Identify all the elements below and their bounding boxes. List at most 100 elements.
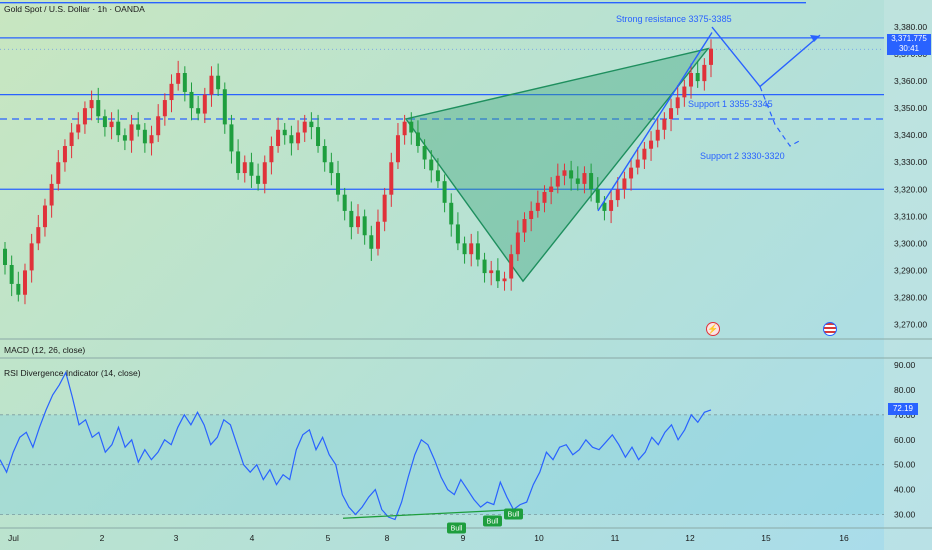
- candle-body: [495, 270, 500, 282]
- price-tick-label: 3,360.00: [894, 76, 927, 86]
- candle-body: [176, 73, 181, 84]
- time-tick-label: 8: [385, 533, 390, 543]
- rsi-tick-label: 80.00: [894, 385, 916, 395]
- candle-body: [375, 221, 380, 249]
- candle-body: [329, 162, 334, 174]
- candle-body: [442, 181, 447, 203]
- candle-body: [16, 283, 21, 295]
- countdown-timer: 30:41: [898, 44, 920, 53]
- price-tick-label: 3,340.00: [894, 130, 927, 140]
- candle-body: [515, 232, 520, 255]
- time-tick-label: Jul: [8, 533, 19, 543]
- candle-body: [655, 129, 660, 141]
- candle-body: [22, 270, 27, 295]
- candle-body: [109, 121, 114, 128]
- candle-body: [382, 194, 387, 222]
- candle-body: [582, 173, 587, 184]
- candle-body: [129, 124, 134, 141]
- bull-badge-label: Bull: [451, 526, 463, 533]
- candle-body: [702, 64, 707, 82]
- rsi-tick-label: 40.00: [894, 485, 916, 495]
- rsi-tick-label: 50.00: [894, 460, 916, 470]
- candle-body: [336, 173, 341, 195]
- candle-body: [675, 97, 680, 109]
- candle-body: [196, 108, 201, 114]
- price-tick-label: 3,300.00: [894, 238, 927, 248]
- bull-badge: [483, 515, 502, 527]
- time-tick-label: 2: [100, 533, 105, 543]
- candle-body: [522, 219, 527, 233]
- time-tick-label: 10: [534, 533, 544, 543]
- candle-body: [49, 183, 54, 206]
- us-flag-icon[interactable]: [823, 322, 837, 336]
- candle-body: [369, 235, 374, 249]
- candle-body: [356, 216, 360, 228]
- candle-body: [322, 146, 327, 163]
- candle-body: [216, 75, 221, 90]
- candle-body: [289, 135, 294, 144]
- candle-body: [535, 202, 540, 211]
- candle-body: [122, 135, 127, 141]
- rsi-tick-label: 60.00: [894, 435, 916, 445]
- time-tick-label: 3: [174, 533, 179, 543]
- candle-body: [316, 127, 321, 147]
- candle-body: [269, 146, 274, 163]
- candle-body: [449, 202, 454, 225]
- rsi-tick-label: 90.00: [894, 360, 916, 370]
- price-tick-label: 3,380.00: [894, 22, 927, 32]
- candle-body: [709, 48, 713, 65]
- time-tick-label: 4: [250, 533, 255, 543]
- bull-badge: [447, 522, 466, 534]
- price-tick-label: 3,330.00: [894, 157, 927, 167]
- candle-body: [562, 170, 567, 176]
- candle-body: [489, 270, 494, 274]
- lightning-icon[interactable]: ⚡: [706, 322, 720, 336]
- candle-body: [409, 121, 414, 133]
- candle-body: [695, 73, 700, 82]
- candle-body: [689, 73, 694, 87]
- candle-body: [236, 151, 241, 174]
- candle-body: [615, 189, 620, 201]
- candle-body: [149, 135, 154, 144]
- price-tick-label: 3,310.00: [894, 211, 927, 221]
- candle-body: [276, 129, 281, 147]
- time-tick-label: 11: [611, 533, 620, 543]
- candle-body: [502, 278, 507, 282]
- last-price-value: 3,371.775: [891, 34, 927, 43]
- candle-body: [549, 186, 554, 192]
- candle-body: [349, 210, 354, 228]
- candle-body: [595, 189, 600, 203]
- candle-body: [629, 167, 634, 179]
- candle-body: [395, 135, 400, 163]
- time-tick-label: 9: [461, 533, 466, 543]
- candle-body: [609, 200, 614, 211]
- candle-body: [42, 205, 47, 228]
- candle-body: [182, 73, 187, 92]
- candle-body: [589, 173, 594, 190]
- candle-body: [402, 121, 407, 136]
- candle-body: [3, 248, 7, 265]
- candle-body: [36, 227, 41, 244]
- candle-body: [569, 170, 574, 179]
- candle-body: [649, 140, 654, 149]
- trend-line: [597, 32, 713, 212]
- candle-body: [669, 108, 674, 119]
- candle-body: [635, 159, 640, 168]
- price-tick-label: 3,350.00: [894, 103, 927, 113]
- candle-body: [222, 89, 227, 125]
- candle-body: [555, 175, 560, 187]
- price-tick-label: 3,270.00: [894, 319, 927, 329]
- candle-body: [469, 243, 474, 255]
- rsi-line: [0, 370, 712, 521]
- annotation-support-2: Support 2 3330-3320: [700, 151, 785, 161]
- time-tick-label: 12: [685, 533, 695, 543]
- rsi-band: [0, 414, 884, 515]
- price-tick-label: 3,320.00: [894, 184, 927, 194]
- candle-body: [455, 224, 460, 244]
- candle-body: [296, 132, 301, 144]
- candle-body: [189, 91, 194, 109]
- candle-body: [415, 132, 420, 147]
- candle-body: [102, 116, 107, 128]
